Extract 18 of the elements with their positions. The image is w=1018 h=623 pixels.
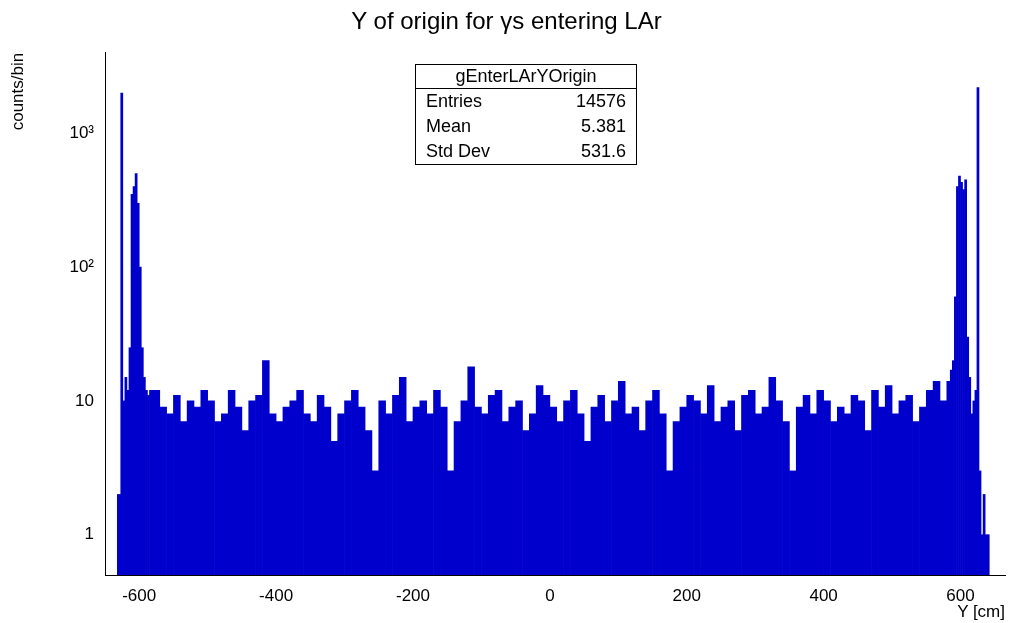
x-tick-label: 0 [545,585,555,605]
y-tick-label: 10² [69,256,95,276]
annotation: gEnterLArYOrigin [416,65,636,89]
chart-title: Y of origin for γs entering LAr [351,7,662,35]
text: Entries 14576 [426,91,626,111]
x-tick-label: 400 [809,585,838,605]
y-tick-label: 10³ [69,123,95,143]
y-tick-label: 10 [75,390,94,410]
y-axis-title: counts/bin [7,52,27,131]
x-tick-label: 600 [946,585,975,605]
x-tick-label: -200 [395,585,430,605]
x-axis-title: Y [cm] [957,602,1005,622]
text: Std Dev 531.6 [426,141,626,161]
x-tick-label: 200 [672,585,701,605]
x-tick-label: -600 [122,585,157,605]
text: Mean 5.381 [426,116,626,136]
y-tick-label: 1 [84,524,94,544]
x-tick-label: -400 [259,585,294,605]
